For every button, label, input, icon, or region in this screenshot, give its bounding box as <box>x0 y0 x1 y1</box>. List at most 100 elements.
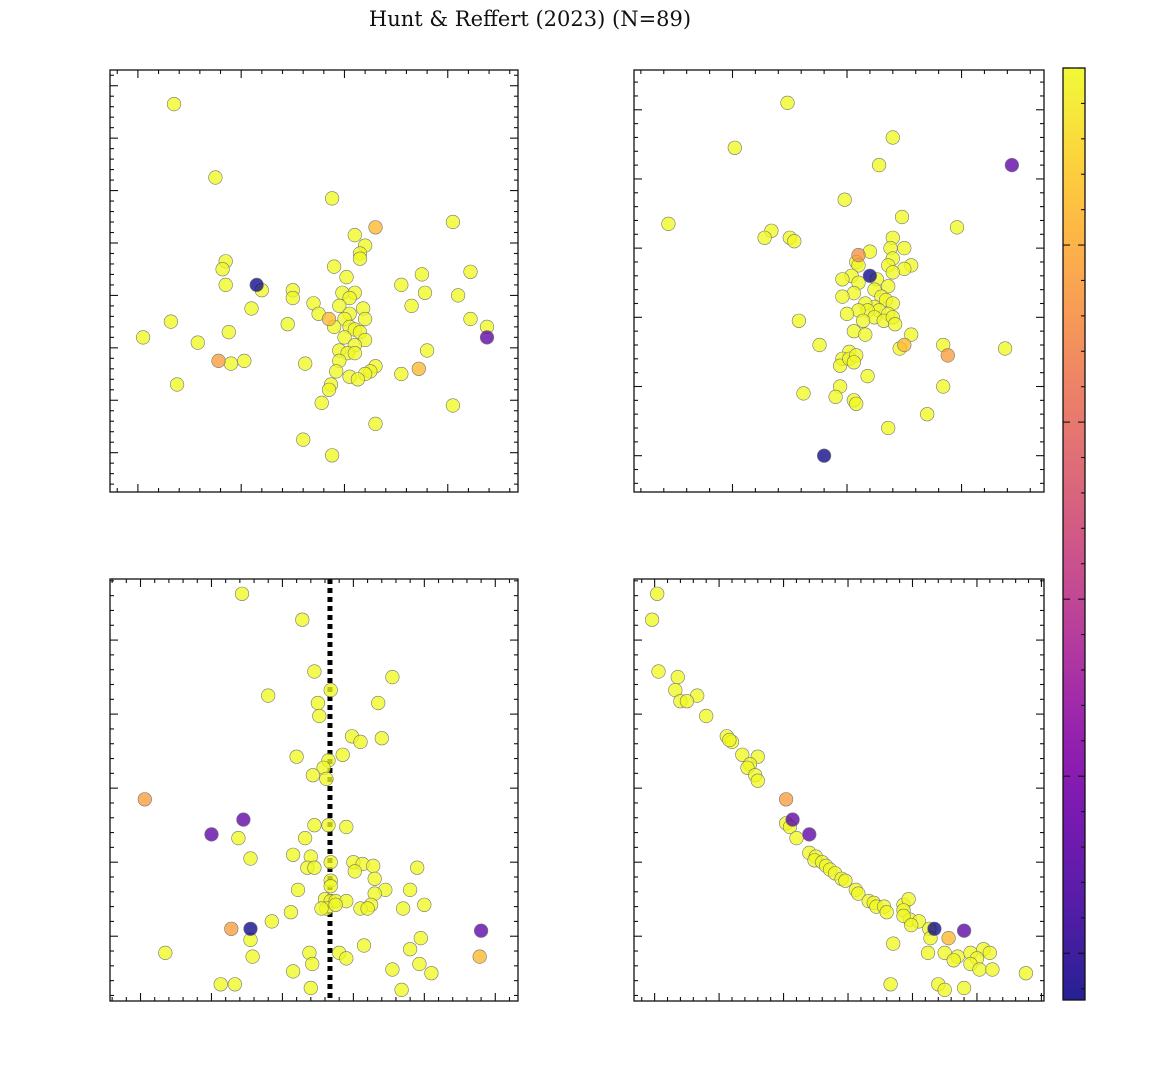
data-point <box>445 214 461 230</box>
data-point <box>403 942 418 957</box>
data-point <box>342 290 357 306</box>
data-point <box>904 327 919 342</box>
data-point <box>949 220 965 235</box>
data-point <box>394 982 409 998</box>
data-point <box>816 448 832 463</box>
data-point <box>920 407 935 422</box>
data-point <box>347 228 362 243</box>
data-point <box>137 792 152 807</box>
data-point <box>396 901 411 916</box>
data-point <box>851 248 866 263</box>
data-point <box>727 140 742 155</box>
colorbar-frame <box>1062 67 1086 1001</box>
data-point <box>858 327 873 342</box>
data-point <box>213 977 228 992</box>
data-point <box>325 191 340 206</box>
data-point <box>403 882 418 898</box>
data-point <box>802 827 817 842</box>
data-point <box>417 897 432 912</box>
data-point <box>298 356 313 371</box>
data-point <box>812 337 827 353</box>
data-point <box>170 377 185 392</box>
data-point <box>778 792 794 807</box>
data-point <box>886 936 901 951</box>
data-point <box>356 938 372 953</box>
data-point <box>290 882 306 898</box>
data-point <box>374 731 389 746</box>
data-point <box>243 851 258 866</box>
data-point <box>223 356 238 371</box>
data-point <box>946 953 961 968</box>
data-point <box>314 901 329 916</box>
data-point <box>851 886 866 901</box>
data-point <box>394 277 409 293</box>
points-p4 <box>644 586 1034 998</box>
axes-frame <box>633 578 1045 1002</box>
data-point <box>310 695 326 711</box>
data-point <box>411 361 426 376</box>
data-point <box>204 827 219 842</box>
data-point <box>785 812 800 827</box>
data-point <box>479 330 495 345</box>
data-point <box>319 771 334 787</box>
figure-title: Hunt & Reffert (2023) (N=89) <box>369 7 691 31</box>
data-point <box>885 130 900 145</box>
data-point <box>190 335 205 350</box>
data-point <box>650 586 665 601</box>
scatter-panels <box>109 69 1045 1002</box>
data-point <box>463 311 478 327</box>
data-point <box>956 923 972 938</box>
data-point <box>412 956 427 972</box>
data-point <box>296 432 311 447</box>
data-point <box>835 289 850 304</box>
panel-p1 <box>109 69 519 493</box>
data-point <box>224 921 239 936</box>
data-point <box>722 732 737 748</box>
data-point <box>360 901 375 916</box>
data-point <box>371 695 386 711</box>
data-point <box>881 420 896 436</box>
data-point <box>862 268 878 283</box>
axes-frame <box>109 69 519 493</box>
data-point <box>328 897 343 912</box>
axes-frame <box>633 69 1045 493</box>
data-point <box>321 311 337 327</box>
data-point <box>927 921 942 936</box>
data-point <box>796 386 811 401</box>
data-point <box>828 389 843 405</box>
data-point <box>997 341 1013 356</box>
data-point <box>474 923 489 938</box>
data-point <box>413 930 428 946</box>
data-point <box>208 170 223 185</box>
data-point <box>394 366 409 382</box>
data-point <box>835 272 850 287</box>
data-point <box>352 251 368 266</box>
points-p3 <box>137 586 489 998</box>
data-point <box>305 768 321 783</box>
data-point <box>894 209 910 225</box>
data-point <box>936 379 951 394</box>
data-point <box>855 313 871 328</box>
data-point <box>353 734 368 750</box>
data-point <box>158 945 173 961</box>
data-point <box>897 337 912 353</box>
data-point <box>404 298 419 314</box>
data-point <box>307 860 322 875</box>
data-point <box>261 688 276 703</box>
data-point <box>679 694 695 709</box>
data-point <box>1004 158 1020 173</box>
data-point <box>897 241 912 256</box>
data-point <box>410 860 425 875</box>
data-point <box>307 818 322 833</box>
data-point <box>227 977 242 992</box>
data-point <box>218 277 233 293</box>
data-point <box>414 267 430 282</box>
data-point <box>286 964 301 979</box>
data-point <box>307 664 322 679</box>
data-point <box>303 980 318 996</box>
data-point <box>215 262 230 277</box>
data-point <box>644 612 660 627</box>
data-point <box>780 95 795 110</box>
data-point <box>846 355 862 370</box>
